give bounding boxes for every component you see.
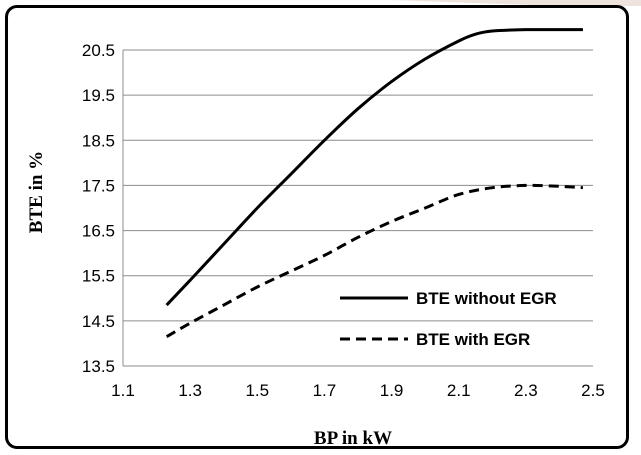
y-tick-label: 14.5 [82, 312, 115, 331]
decorative-swoosh [390, 0, 641, 6]
y-tick-label: 20.5 [82, 41, 115, 60]
x-tick-label: 2.1 [447, 381, 471, 400]
y-tick-label: 16.5 [82, 222, 115, 241]
y-tick-label: 17.5 [82, 176, 115, 195]
series-lines [165, 28, 584, 338]
y-tick-label: 19.5 [82, 86, 115, 105]
series-line-with-egr [165, 183, 584, 338]
x-tick-label: 1.1 [111, 381, 135, 400]
x-tick-label: 1.9 [380, 381, 404, 400]
gridlines [123, 49, 593, 367]
y-tick-label: 18.5 [82, 131, 115, 150]
x-axis-title: BP in kW [314, 428, 392, 449]
chart-frame [5, 5, 629, 449]
x-tick-label: 2.3 [514, 381, 538, 400]
x-tick-label: 2.5 [581, 381, 605, 400]
y-axis-title: BTE in % [26, 151, 47, 233]
legend-label-with-egr: BTE with EGR [416, 330, 530, 349]
plot-area [122, 50, 593, 367]
x-tick-label: 1.5 [245, 381, 269, 400]
y-axis-ticks: 13.5 14.5 15.5 16.5 17.5 18.5 19.5 20.5 [82, 41, 115, 376]
y-tick-label: 13.5 [82, 357, 115, 376]
legend-label-without-egr: BTE without EGR [416, 289, 557, 308]
x-axis-ticks: 1.1 1.3 1.5 1.7 1.9 2.1 2.3 2.5 [111, 381, 605, 400]
x-tick-label: 1.3 [178, 381, 202, 400]
legend: BTE without EGR BTE with EGR [340, 289, 557, 349]
x-tick-label: 1.7 [313, 381, 337, 400]
series-line-without-egr [165, 28, 583, 307]
y-tick-label: 15.5 [82, 267, 115, 286]
